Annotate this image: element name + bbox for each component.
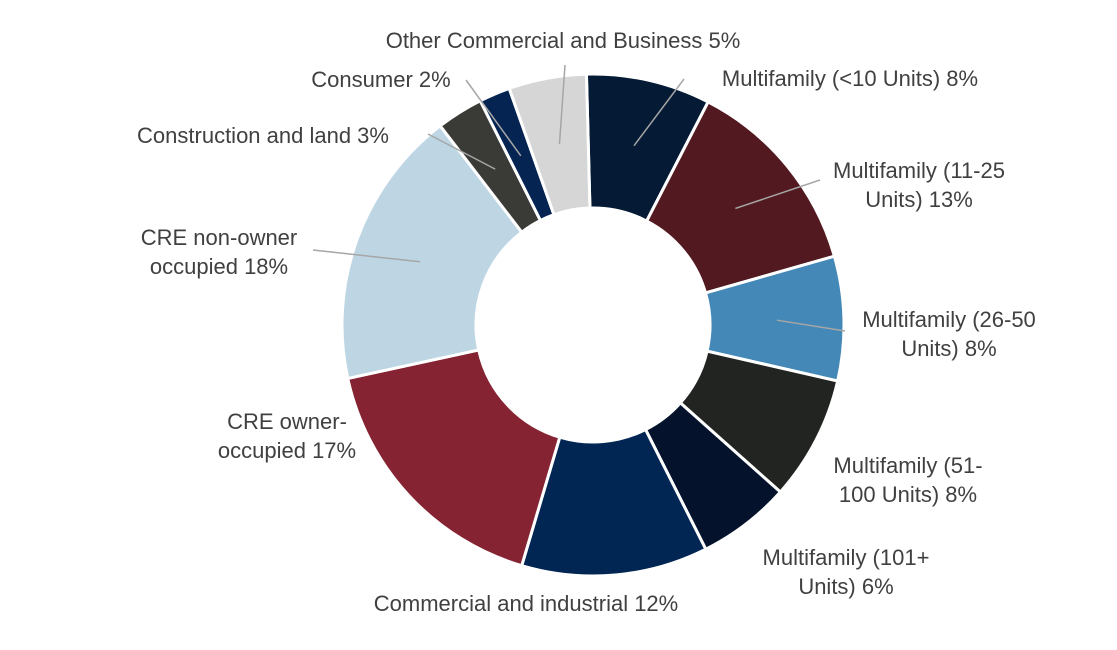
slice-label: Commercial and industrial 12% [374,591,678,616]
slice-label: Other Commercial and Business 5% [386,28,741,53]
slice-label-line: Multifamily (26-50 [862,307,1036,332]
slice-label-line: Construction and land 3% [137,123,389,148]
slice-label-line: Consumer 2% [311,67,450,92]
slice-cre-non-owner-occupied [340,123,524,381]
slice-label: CRE non-owner occupied 18% [141,225,298,279]
slice-label-line: Units) 6% [798,574,893,599]
slice-label-line: Multifamily (<10 Units) 8% [722,66,978,91]
leader-line [776,319,846,332]
slice-label-line: occupied 18% [150,254,288,279]
leader-line [558,64,566,145]
leader-line [465,79,522,157]
leader-line [427,133,496,170]
slice-label-line: Units) 8% [901,336,996,361]
slice-labels: Multifamily (<10 Units) 8% Multifamily (1… [137,28,1036,616]
leader-line [312,249,421,263]
leader-line [735,179,821,210]
slice-label-line: 100 Units) 8% [839,482,977,507]
slice-label: Multifamily (101+ Units) 6% [763,545,930,599]
donut-slices [340,72,846,578]
slice-multifamily-11-25-units [644,99,837,295]
slice-label: CRE owner-occupied 17% [218,409,356,463]
leader-line [633,78,685,147]
slice-label: Consumer 2% [311,67,450,92]
slice-label-line: Units) 13% [865,187,973,212]
slice-label-line: Commercial and industrial 12% [374,591,678,616]
leader-lines [312,64,846,332]
slice-other-commercial-and-business [507,72,592,217]
slice-label-line: Other Commercial and Business 5% [386,28,741,53]
slice-cre-owner-occupied [345,348,562,568]
slice-label-line: occupied 17% [218,438,356,463]
slice-label: Multifamily (<10 Units) 8% [722,66,978,91]
slice-commercial-and-industrial [519,427,708,578]
slice-label-line: Multifamily (51- [833,453,982,478]
slice-label-line: CRE non-owner [141,225,298,250]
slice-label: Multifamily (26-50 Units) 8% [862,307,1036,361]
slice-label-line: Multifamily (11-25 [833,158,1005,183]
slice-label-line: CRE owner- [227,409,347,434]
slice-label: Multifamily (11-25 Units) 13% [833,158,1005,212]
slice-label-line: Multifamily (101+ [763,545,930,570]
slice-label: Construction and land 3% [137,123,389,148]
slice-label: Multifamily (51- 100 Units) 8% [833,453,982,507]
